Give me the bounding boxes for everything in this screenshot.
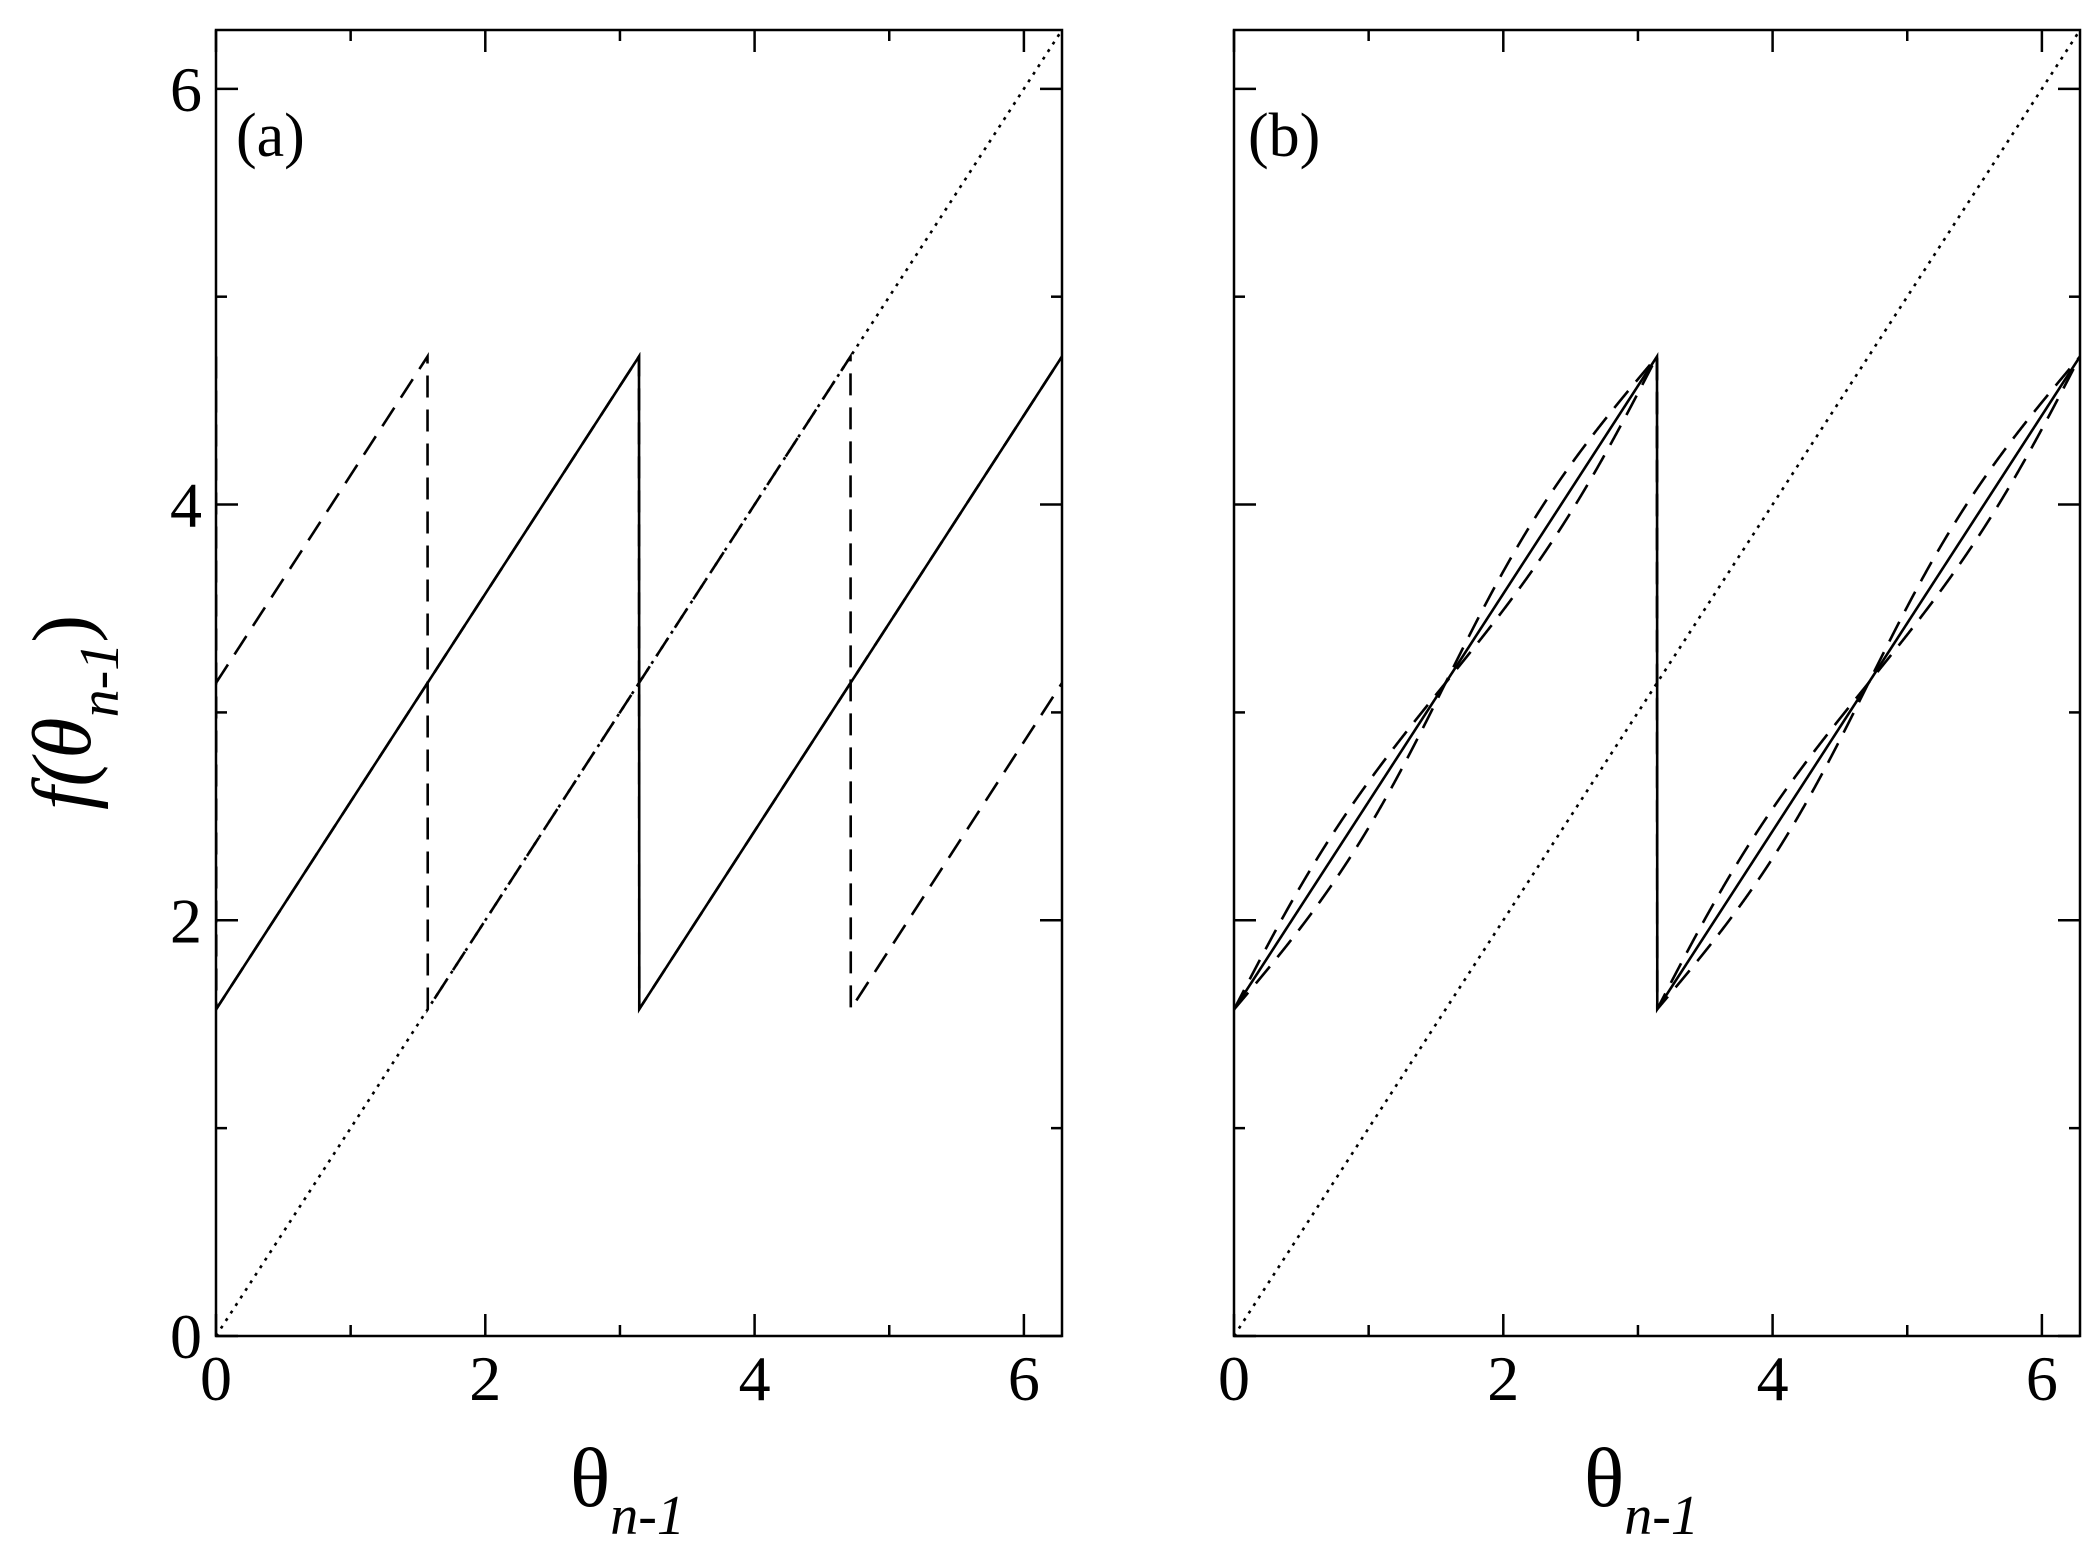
panel-a-curves bbox=[216, 30, 1062, 1336]
panel-b: 0 2 4 6 bbox=[1218, 28, 2082, 1414]
panel-a-ytick-label: 2 bbox=[170, 885, 202, 956]
panel-b-series-2-dashed bbox=[1234, 355, 2080, 1011]
panel-a-xlabel-main: θ bbox=[570, 1432, 610, 1525]
panel-a-ylabel-main: f(θ bbox=[16, 717, 109, 810]
panel-b-xtick-label: 6 bbox=[2026, 1343, 2058, 1414]
panel-b-series-3-dotted bbox=[1234, 30, 2080, 1336]
panel-a-ylabel-sub: n-1 bbox=[69, 643, 131, 718]
panel-a: 0 2 4 6 0 2 4 6 bbox=[170, 28, 1064, 1414]
panel-a-ytick-label: 4 bbox=[170, 470, 202, 541]
panel-a-xtick-label: 4 bbox=[739, 1343, 771, 1414]
panel-a-ylabel: f(θn-1) bbox=[16, 615, 131, 810]
panel-a-xlabel-sub: n-1 bbox=[610, 1485, 685, 1547]
panel-b-series-0-solid bbox=[1234, 352, 2080, 1014]
panel-b-series-1-dashed bbox=[1234, 352, 2080, 1013]
panel-a-ytick-label: 0 bbox=[170, 1301, 202, 1372]
panel-a-ylabel-close: ) bbox=[16, 615, 109, 643]
panel-a-series-2-dashed bbox=[216, 352, 1062, 1014]
panel-b-curves bbox=[1234, 30, 2080, 1336]
panel-b-xtick-label: 4 bbox=[1757, 1343, 1789, 1414]
panel-b-xlabel-main: θ bbox=[1584, 1432, 1624, 1525]
panel-b-xlabel-sub: n-1 bbox=[1624, 1485, 1699, 1547]
panel-b-frame bbox=[1232, 28, 2082, 1338]
panel-a-xlabel: θn-1 bbox=[570, 1432, 685, 1547]
panel-a-series-1-dashed bbox=[216, 352, 1062, 1014]
panel-b-xtick-label: 2 bbox=[1487, 1343, 1519, 1414]
panel-a-xtick-label: 2 bbox=[469, 1343, 501, 1414]
panel-b-xtick-label: 0 bbox=[1218, 1343, 1250, 1414]
panel-a-xtick-label: 6 bbox=[1008, 1343, 1040, 1414]
panel-a-xtick-label: 0 bbox=[200, 1343, 232, 1414]
panel-a-label: (a) bbox=[236, 102, 305, 170]
panel-b-xlabel: θn-1 bbox=[1584, 1432, 1699, 1547]
panel-a-ytick-label: 6 bbox=[170, 54, 202, 125]
panel-b-label: (b) bbox=[1248, 102, 1320, 170]
panel-a-series-3-dotted bbox=[216, 30, 1062, 1336]
